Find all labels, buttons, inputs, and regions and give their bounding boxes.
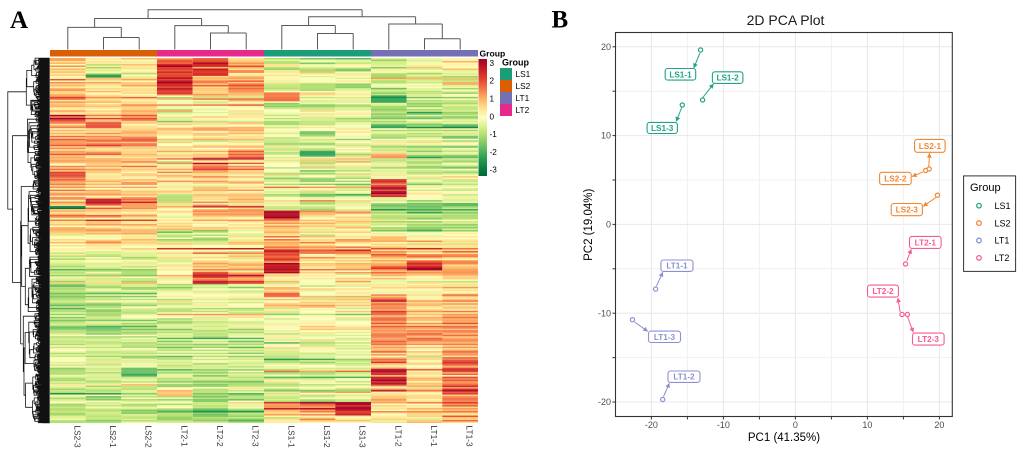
svg-text:LS1: LS1: [995, 201, 1011, 211]
svg-text:LT2-3: LT2-3: [918, 335, 940, 344]
svg-text:-20: -20: [645, 420, 658, 430]
svg-text:2D PCA Plot: 2D PCA Plot: [747, 12, 825, 28]
svg-text:LT1-3: LT1-3: [654, 333, 676, 342]
svg-text:Group: Group: [502, 58, 529, 68]
svg-text:LT2-2: LT2-2: [872, 287, 894, 296]
svg-text:LS1-1: LS1-1: [669, 70, 692, 79]
svg-text:10: 10: [862, 420, 872, 430]
svg-text:Group: Group: [480, 49, 506, 59]
svg-text:LT2-1: LT2-1: [179, 426, 189, 447]
svg-text:-2: -2: [490, 148, 498, 157]
svg-text:LS2-3: LS2-3: [896, 206, 919, 215]
svg-text:LT2-1: LT2-1: [915, 238, 937, 247]
svg-text:2: 2: [490, 77, 495, 86]
svg-text:LT1-3: LT1-3: [465, 426, 475, 447]
svg-text:-20: -20: [598, 397, 611, 407]
svg-text:LS1-2: LS1-2: [322, 426, 332, 449]
svg-text:LT2-3: LT2-3: [251, 426, 261, 447]
svg-text:PC1 (41.35%): PC1 (41.35%): [748, 432, 820, 444]
svg-text:LT1-2: LT1-2: [673, 373, 695, 382]
svg-text:Group: Group: [970, 182, 1001, 194]
svg-text:B: B: [552, 7, 569, 34]
svg-text:LS2-2: LS2-2: [884, 174, 907, 183]
svg-text:LS2-2: LS2-2: [144, 426, 154, 449]
svg-text:LT2: LT2: [995, 253, 1010, 263]
svg-text:LS2-1: LS2-1: [919, 142, 942, 151]
svg-text:LS1-2: LS1-2: [716, 74, 739, 83]
svg-text:LS1-3: LS1-3: [358, 426, 368, 449]
svg-text:LS1: LS1: [516, 69, 531, 79]
svg-text:LT1-2: LT1-2: [393, 426, 403, 447]
svg-text:-10: -10: [598, 308, 611, 318]
svg-text:0: 0: [606, 220, 611, 230]
svg-text:LT1-1: LT1-1: [429, 426, 439, 447]
svg-text:-1: -1: [490, 130, 498, 139]
svg-text:A: A: [10, 7, 28, 34]
svg-text:0: 0: [793, 420, 798, 430]
svg-text:LS2-1: LS2-1: [108, 426, 118, 449]
svg-text:PC2 (19.04%): PC2 (19.04%): [583, 189, 595, 261]
svg-text:LT2-2: LT2-2: [215, 426, 225, 447]
svg-text:20: 20: [934, 420, 944, 430]
svg-text:LS2-3: LS2-3: [72, 426, 82, 449]
svg-text:1: 1: [490, 95, 495, 104]
svg-text:LT1: LT1: [516, 93, 530, 103]
svg-text:LS1-3: LS1-3: [651, 124, 674, 133]
svg-text:-3: -3: [490, 166, 498, 175]
svg-text:LS2: LS2: [995, 218, 1011, 228]
svg-text:LT2: LT2: [516, 105, 530, 115]
svg-text:10: 10: [601, 131, 611, 141]
svg-text:3: 3: [490, 59, 495, 68]
svg-text:-10: -10: [717, 420, 730, 430]
svg-text:LS2: LS2: [516, 81, 531, 91]
svg-text:LT1-1: LT1-1: [666, 262, 688, 271]
svg-text:LS1-1: LS1-1: [286, 426, 296, 449]
svg-text:0: 0: [490, 112, 495, 121]
svg-text:LT1: LT1: [995, 236, 1010, 246]
svg-text:20: 20: [601, 42, 611, 52]
